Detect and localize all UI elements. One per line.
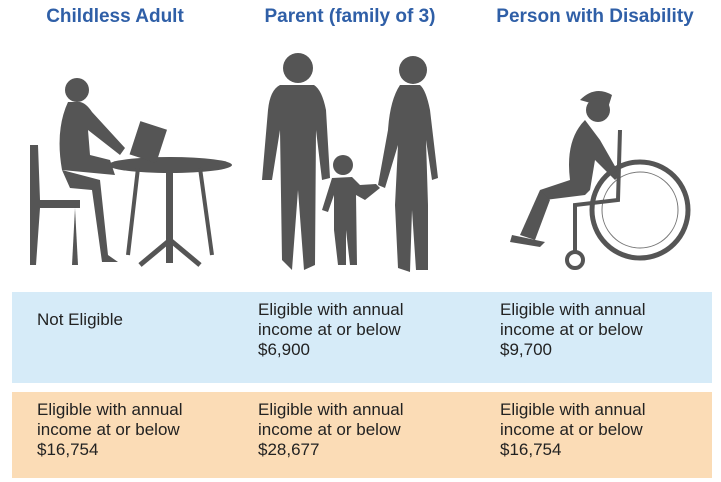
row-marketplace: Eligible with annual income at or below … <box>12 392 712 478</box>
cell: Eligible with annual income at or below … <box>500 400 680 460</box>
wheelchair-user <box>510 91 688 268</box>
column-header: Parent (family of 3) <box>230 6 470 28</box>
cell: Eligible with annual income at or below … <box>500 300 680 360</box>
family <box>262 53 438 272</box>
cell: Eligible with annual income at or below … <box>258 300 438 360</box>
cell: Not Eligible <box>37 310 217 330</box>
cell: Eligible with annual income at or below … <box>258 400 438 460</box>
row-medicaid: Not Eligible Eligible with annual income… <box>12 292 712 383</box>
woman-at-table <box>30 78 232 265</box>
infographic: Childless Adult Parent (family of 3) Per… <box>0 0 721 482</box>
silhouettes <box>0 40 721 285</box>
column-header: Person with Disability <box>475 6 715 28</box>
column-header: Childless Adult <box>0 6 235 28</box>
cell: Eligible with annual income at or below … <box>37 400 217 460</box>
